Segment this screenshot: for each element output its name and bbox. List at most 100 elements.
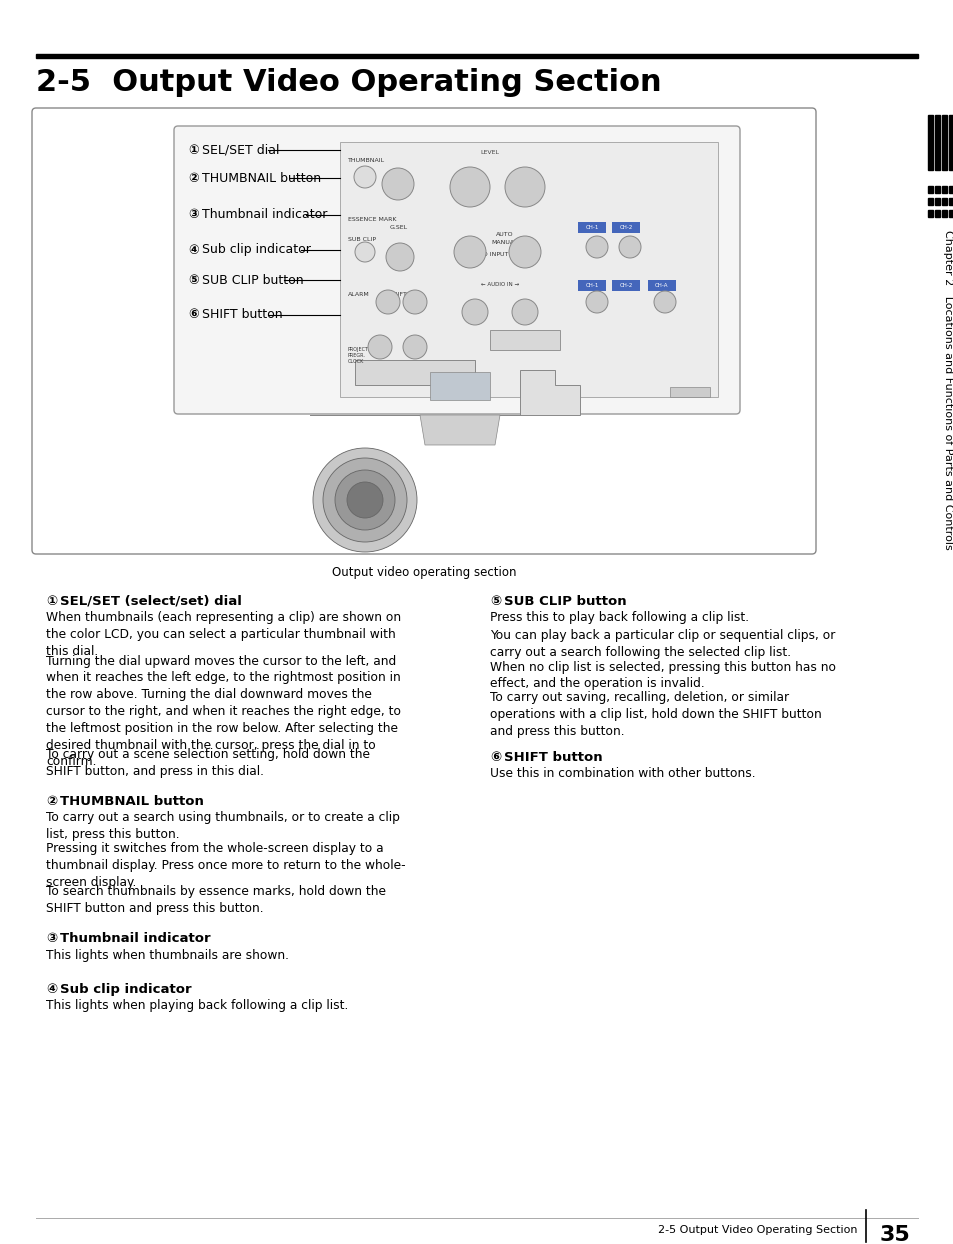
Bar [927, 114, 932, 170]
Circle shape [450, 167, 490, 207]
Text: SUB CLIP button: SUB CLIP button [202, 274, 303, 286]
Circle shape [386, 243, 414, 271]
Text: CH-1: CH-1 [585, 282, 598, 289]
Text: CH-A: CH-A [655, 282, 668, 289]
Text: To carry out a search using thumbnails, or to create a clip
list, press this but: To carry out a search using thumbnails, … [46, 811, 399, 841]
Text: You can play back a particular clip or sequential clips, or
carry out a search f: You can play back a particular clip or s… [490, 629, 835, 659]
Circle shape [509, 236, 540, 267]
FancyBboxPatch shape [173, 126, 740, 414]
Text: When thumbnails (each representing a clip) are shown on
the color LCD, you can s: When thumbnails (each representing a cli… [46, 611, 400, 658]
Text: AUTO: AUTO [496, 231, 514, 238]
Polygon shape [355, 360, 475, 384]
Circle shape [512, 299, 537, 325]
Text: SHIFT: SHIFT [390, 292, 408, 297]
Bar [36, 53, 917, 58]
Bar [612, 221, 639, 233]
Text: ⑤: ⑤ [188, 274, 198, 286]
Text: This lights when playing back following a clip list.: This lights when playing back following … [46, 999, 348, 1013]
Bar [934, 210, 939, 216]
Bar [430, 372, 490, 401]
Text: SEL/SET dial: SEL/SET dial [202, 143, 279, 157]
Bar [941, 114, 946, 170]
Text: Sub clip indicator: Sub clip indicator [202, 244, 311, 256]
Polygon shape [310, 369, 579, 415]
Bar [612, 280, 639, 291]
Text: MANUAL: MANUAL [491, 240, 517, 245]
Circle shape [347, 481, 382, 518]
Bar [927, 210, 932, 216]
Text: To carry out saving, recalling, deletion, or similar
operations with a clip list: To carry out saving, recalling, deletion… [490, 692, 821, 738]
Text: ④: ④ [188, 244, 198, 256]
Circle shape [375, 290, 399, 313]
Bar [578, 280, 605, 291]
Circle shape [335, 470, 395, 530]
Circle shape [355, 243, 375, 262]
Text: Pressing it switches from the whole-screen display to a
thumbnail display. Press: Pressing it switches from the whole-scre… [46, 842, 405, 888]
Text: 35: 35 [879, 1225, 910, 1244]
Text: ①: ① [188, 143, 198, 157]
Circle shape [585, 236, 607, 258]
Text: SHIFT button: SHIFT button [202, 309, 282, 321]
Text: ESSENCE MARK: ESSENCE MARK [348, 216, 396, 221]
Text: To carry out a scene selection setting, hold down the
SHIFT button, and press in: To carry out a scene selection setting, … [46, 748, 370, 778]
FancyBboxPatch shape [32, 108, 815, 554]
Circle shape [618, 236, 640, 258]
Text: SUB CLIP: SUB CLIP [348, 238, 375, 243]
Text: THUMBNAIL button: THUMBNAIL button [202, 172, 321, 184]
Text: ← AUDIO INPUT →: ← AUDIO INPUT → [459, 253, 515, 258]
Text: ⑥: ⑥ [188, 309, 198, 321]
Bar [941, 210, 946, 216]
Text: LEVEL: LEVEL [479, 151, 498, 156]
Text: ← AUDIO IN →: ← AUDIO IN → [480, 282, 518, 287]
Text: ②: ② [188, 172, 198, 184]
Text: To search thumbnails by essence marks, hold down the
SHIFT button and press this: To search thumbnails by essence marks, h… [46, 886, 386, 916]
Circle shape [585, 291, 607, 313]
Text: 2-5 Output Video Operating Section: 2-5 Output Video Operating Section [658, 1225, 857, 1235]
Text: G.SEL: G.SEL [390, 225, 408, 230]
Text: ④: ④ [46, 983, 57, 996]
Bar [669, 387, 709, 397]
Text: ②: ② [46, 795, 57, 809]
Text: Output video operating section: Output video operating section [332, 566, 516, 578]
Polygon shape [419, 415, 499, 445]
Text: CH-2: CH-2 [618, 225, 632, 230]
Text: ⑥: ⑥ [490, 751, 500, 764]
Bar [948, 187, 953, 193]
Text: ③: ③ [188, 209, 198, 221]
Bar [948, 198, 953, 205]
Text: Use this in combination with other buttons.: Use this in combination with other butto… [490, 768, 755, 780]
Circle shape [381, 168, 414, 200]
Bar [927, 198, 932, 205]
Text: THUMBNAIL button: THUMBNAIL button [60, 795, 204, 809]
Bar [339, 142, 718, 397]
Text: CH-2: CH-2 [618, 282, 632, 289]
Circle shape [313, 448, 416, 552]
Bar [941, 187, 946, 193]
Circle shape [354, 165, 375, 188]
Bar [647, 280, 676, 291]
Text: SHIFT button: SHIFT button [503, 751, 602, 764]
Circle shape [454, 236, 485, 267]
Text: Thumbnail indicator: Thumbnail indicator [60, 933, 211, 945]
Text: Sub clip indicator: Sub clip indicator [60, 983, 192, 996]
Circle shape [368, 335, 392, 360]
Text: Turning the dial upward moves the cursor to the left, and
when it reaches the le: Turning the dial upward moves the cursor… [46, 654, 400, 769]
Circle shape [323, 458, 407, 542]
Text: Press this to play back following a clip list.: Press this to play back following a clip… [490, 611, 748, 624]
Circle shape [654, 291, 676, 313]
Text: This lights when thumbnails are shown.: This lights when thumbnails are shown. [46, 948, 289, 962]
Text: PROJECT
PREGR.
CLOCK: PROJECT PREGR. CLOCK [348, 347, 369, 363]
Bar [948, 210, 953, 216]
Circle shape [402, 335, 427, 360]
Circle shape [461, 299, 488, 325]
Text: THUMBNAIL: THUMBNAIL [348, 158, 385, 163]
Bar [934, 187, 939, 193]
Bar [934, 114, 939, 170]
Bar [934, 198, 939, 205]
Text: Thumbnail indicator: Thumbnail indicator [202, 209, 327, 221]
Bar [948, 114, 953, 170]
Text: SUB CLIP button: SUB CLIP button [503, 595, 626, 608]
Bar [927, 187, 932, 193]
Text: ALARM: ALARM [348, 292, 370, 297]
Circle shape [402, 290, 427, 313]
